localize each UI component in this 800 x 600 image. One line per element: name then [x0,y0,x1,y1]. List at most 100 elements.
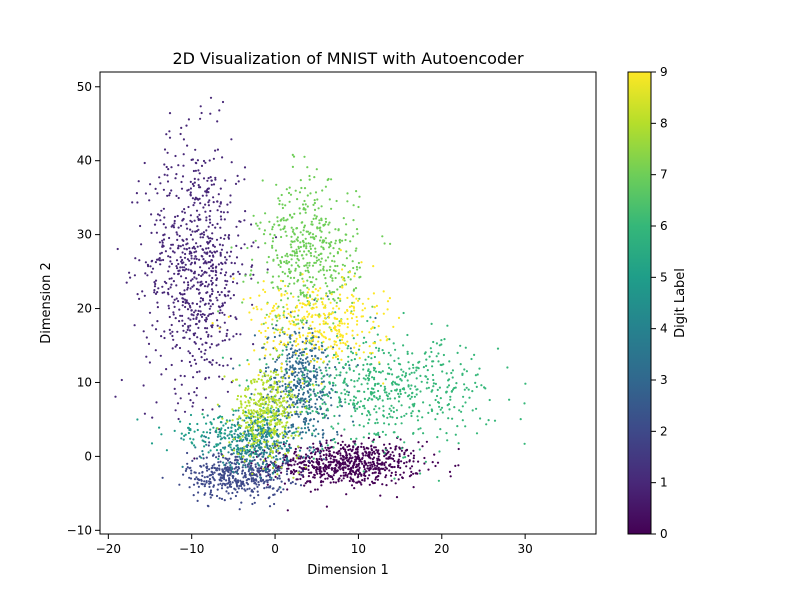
scatter-point-digit-0 [304,453,308,456]
scatter-point-digit-1 [171,334,174,338]
scatter-point-digit-1 [171,243,174,246]
scatter-point-digit-2 [217,455,220,458]
scatter-point-digit-4 [312,424,315,427]
scatter-point-digit-7 [313,283,316,286]
scatter-point-digit-7 [329,252,332,255]
scatter-point-digit-1 [179,293,182,296]
scatter-point-digit-0 [363,477,366,480]
scatter-point-digit-1 [177,247,180,250]
scatter-point-digit-4 [283,445,286,448]
scatter-point-digit-1 [164,226,167,229]
scatter-point-digit-8 [237,424,240,427]
scatter-point-digit-7 [308,304,311,307]
scatter-point-digit-2 [308,460,311,463]
scatter-point-digit-1 [215,284,218,287]
scatter-point-digit-6 [419,472,422,475]
scatter-point-digit-9 [342,278,345,281]
scatter-point-digit-9 [262,288,265,291]
scatter-point-digit-8 [258,408,261,411]
scatter-point-digit-8 [272,409,275,412]
scatter-point-digit-6 [418,360,421,363]
scatter-point-digit-2 [236,455,239,458]
scatter-point-digit-2 [236,479,240,482]
scatter-point-digit-5 [239,433,243,436]
scatter-point-digit-8 [233,449,236,452]
scatter-point-digit-1 [194,230,197,233]
scatter-point-digit-1 [230,138,233,141]
scatter-point-digit-7 [242,280,245,283]
scatter-point-digit-5 [217,433,220,436]
scatter-point-digit-3 [286,363,289,366]
scatter-point-digit-6 [387,363,390,366]
scatter-point-digit-0 [318,457,321,461]
scatter-point-digit-8 [262,459,266,462]
scatter-point-digit-8 [253,380,256,384]
scatter-point-digit-7 [280,235,283,239]
scatter-point-digit-0 [363,465,366,469]
scatter-point-digit-0 [361,456,364,460]
scatter-point-digit-6 [375,396,378,399]
scatter-point-digit-4 [244,451,247,454]
scatter-point-digit-2 [217,483,220,486]
scatter-point-digit-3 [297,392,300,395]
scatter-point-digit-0 [376,451,379,454]
scatter-point-digit-3 [274,360,277,363]
scatter-point-digit-7 [332,297,335,301]
scatter-point-digit-9 [256,308,259,311]
scatter-point-digit-1 [217,193,220,196]
scatter-point-digit-1 [192,169,195,173]
scatter-point-digit-3 [296,399,299,402]
scatter-point-digit-9 [331,356,335,359]
scatter-point-digit-1 [191,354,194,358]
scatter-point-digit-0 [342,474,345,477]
scatter-point-digit-9 [338,330,341,333]
scatter-point-digit-6 [324,414,327,417]
scatter-point-digit-1 [163,173,166,176]
scatter-point-digit-4 [233,432,236,435]
scatter-point-digit-6 [363,336,366,339]
scatter-point-digit-5 [218,431,221,434]
y-tick-label: 20 [77,302,92,316]
scatter-point-digit-1 [204,302,207,305]
scatter-point-digit-0 [340,479,343,482]
scatter-point-digit-1 [207,247,210,250]
scatter-point-digit-8 [269,353,272,356]
scatter-point-digit-1 [230,161,233,164]
scatter-point-digit-3 [267,336,270,339]
scatter-point-digit-8 [304,466,307,469]
scatter-point-digit-6 [440,339,443,342]
scatter-point-digit-4 [246,451,249,454]
scatter-point-digit-6 [446,324,449,327]
scatter-point-digit-6 [338,374,341,377]
scatter-point-digit-1 [159,182,162,185]
scatter-point-digit-1 [207,204,210,207]
scatter-point-digit-6 [362,341,365,345]
scatter-point-digit-6 [347,355,350,358]
scatter-point-digit-1 [143,412,146,415]
scatter-point-digit-0 [292,457,295,460]
scatter-point-digit-1 [161,239,164,242]
scatter-point-digit-6 [334,441,337,444]
scatter-point-digit-2 [259,474,262,477]
scatter-point-digit-6 [326,409,330,412]
scatter-point-digit-1 [226,280,229,283]
scatter-point-digit-4 [206,414,209,417]
scatter-point-digit-1 [235,317,238,321]
scatter-point-digit-8 [275,401,278,405]
scatter-point-digit-0 [352,445,355,448]
scatter-point-digit-1 [182,300,185,303]
scatter-point-digit-2 [228,457,231,460]
scatter-point-digit-1 [157,287,160,290]
scatter-point-digit-1 [162,207,165,210]
scatter-point-digit-2 [268,478,272,481]
scatter-point-digit-6 [344,362,347,366]
scatter-point-digit-4 [232,413,235,416]
scatter-point-digit-1 [198,213,201,216]
scatter-point-digit-6 [487,419,490,422]
scatter-point-digit-6 [383,422,386,425]
scatter-point-digit-6 [419,390,422,393]
scatter-point-digit-0 [388,469,391,472]
scatter-point-digit-7 [328,268,331,272]
scatter-point-digit-2 [202,457,205,460]
scatter-point-digit-7 [296,264,300,267]
